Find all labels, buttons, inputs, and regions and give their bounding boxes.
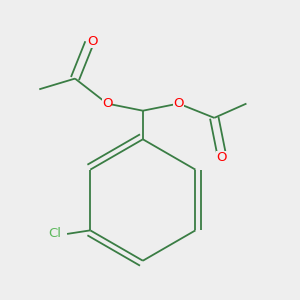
- Text: O: O: [88, 34, 98, 48]
- Text: O: O: [102, 97, 112, 110]
- Text: Cl: Cl: [48, 227, 61, 240]
- Text: O: O: [173, 97, 184, 110]
- Text: O: O: [216, 151, 227, 164]
